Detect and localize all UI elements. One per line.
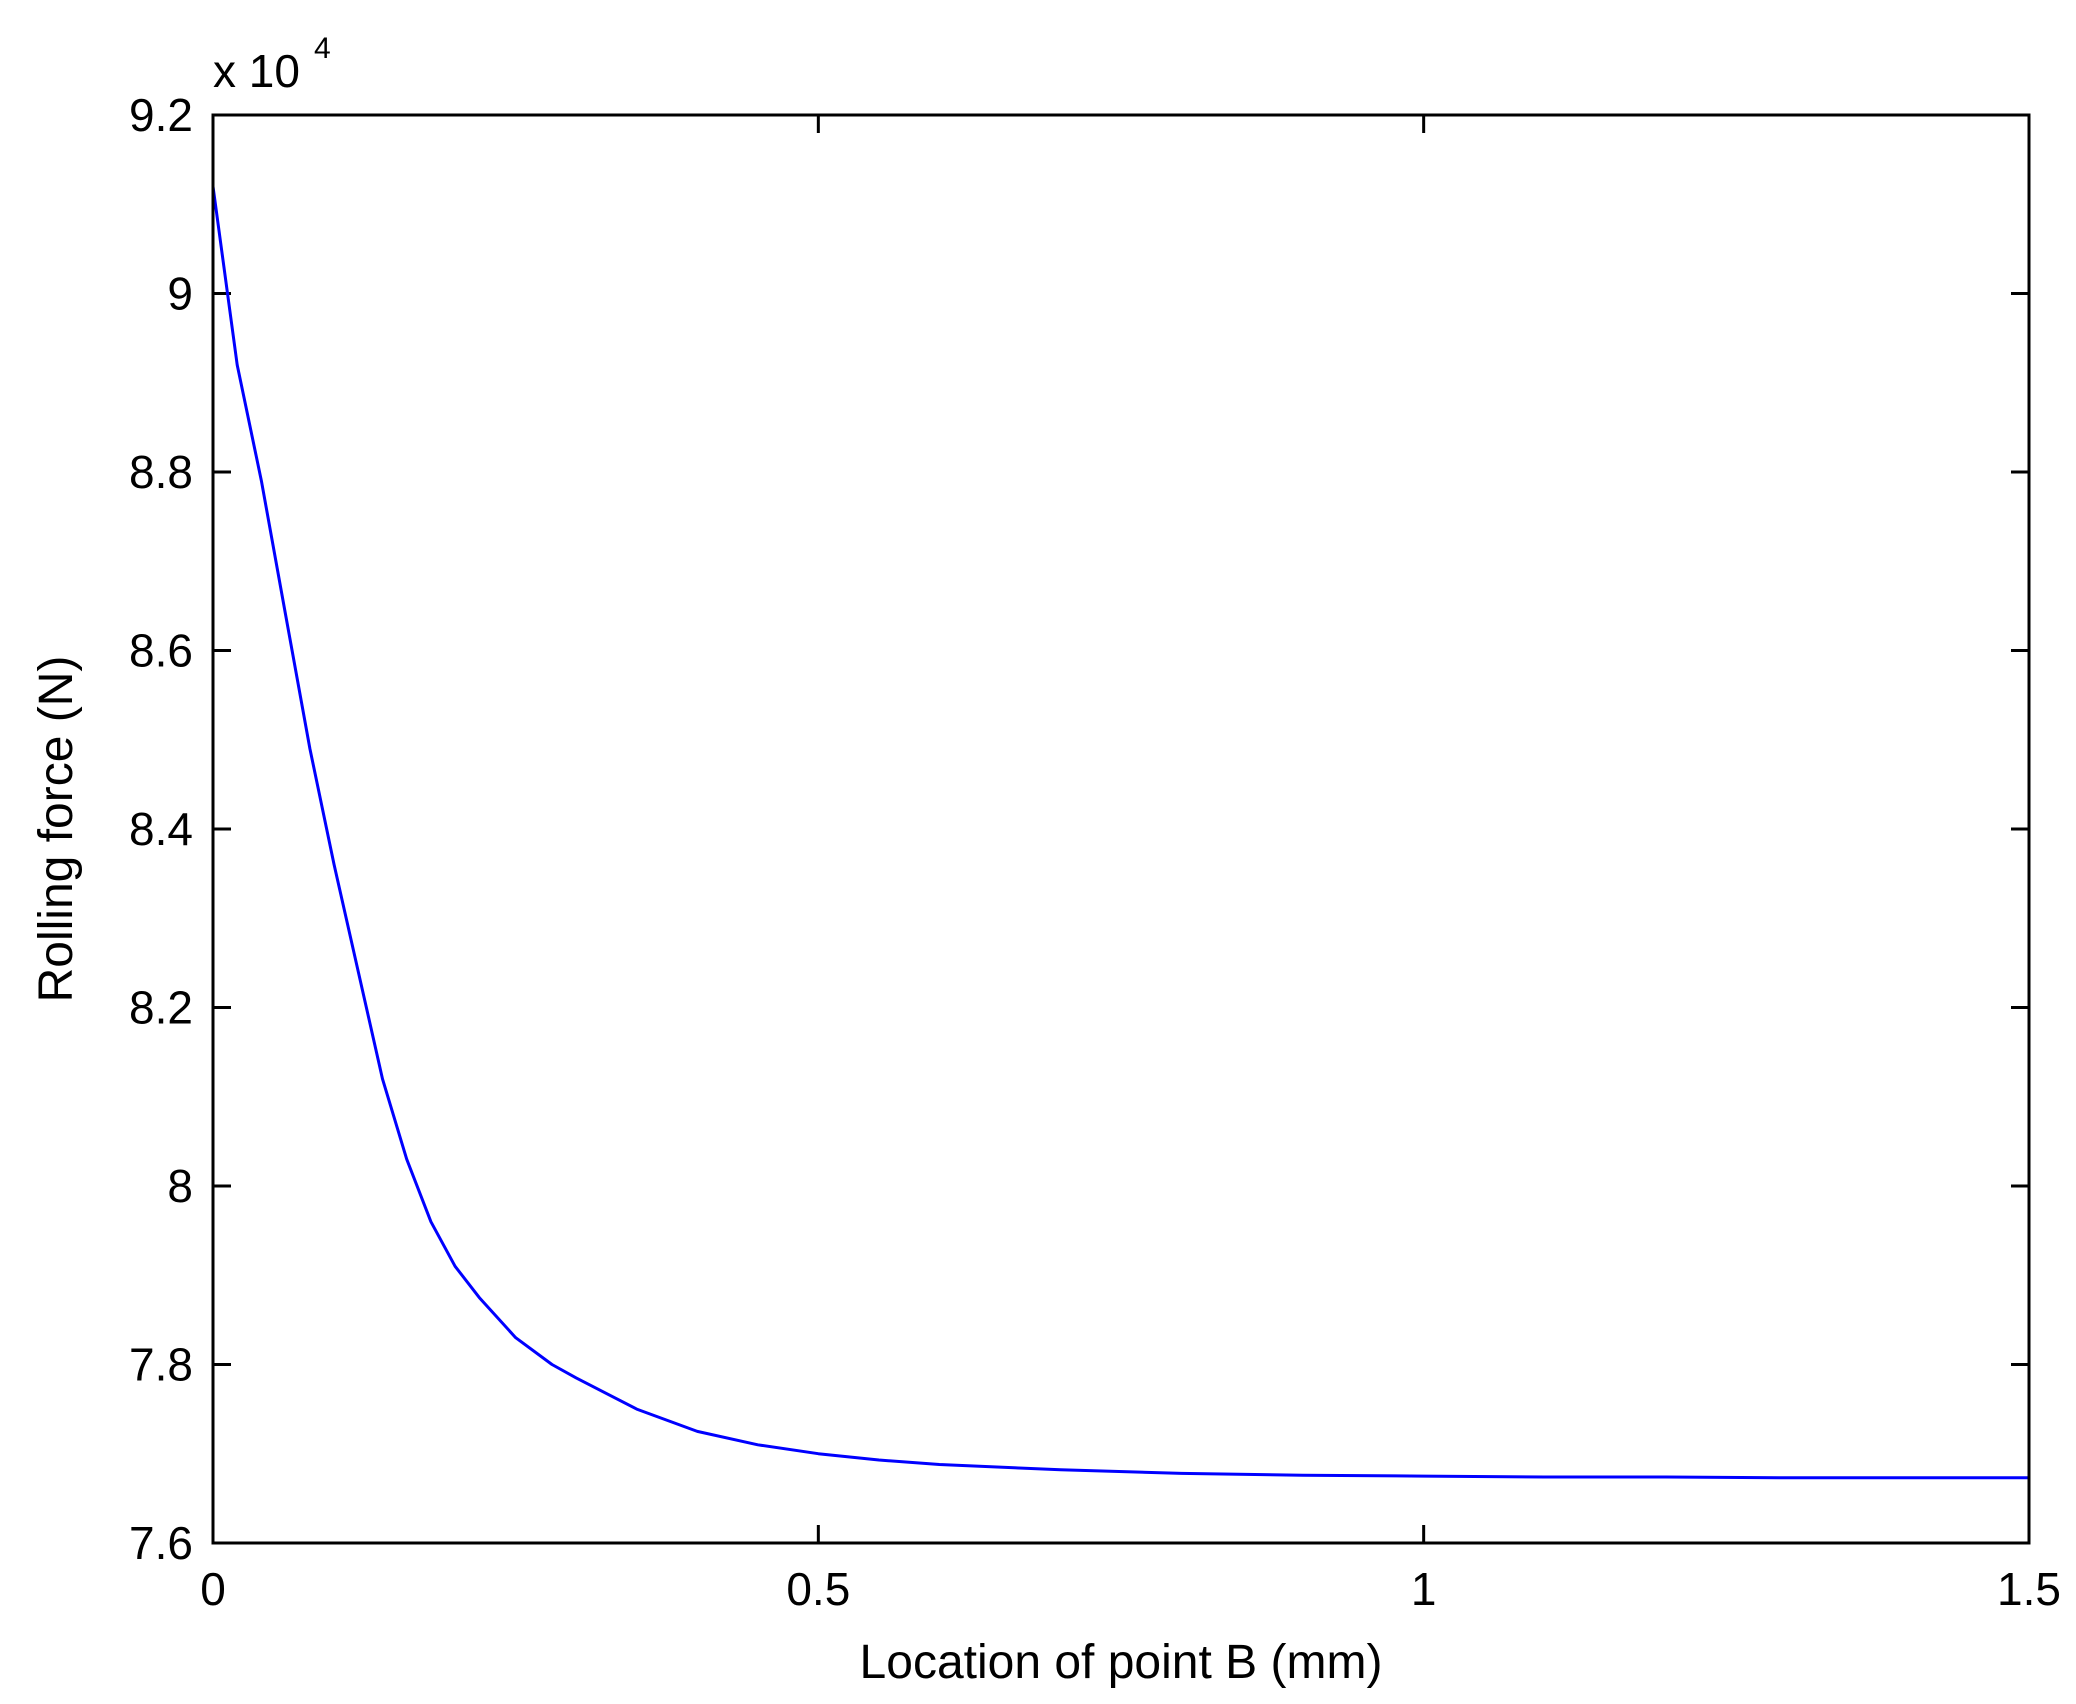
y-tick-labels: 7.6 7.8 8 8.2 8.4 8.6 8.8 9 9.2 xyxy=(129,89,193,1569)
x-axis-label: Location of point B (mm) xyxy=(860,1636,1383,1689)
y-tick-label: 7.8 xyxy=(129,1339,193,1391)
plot-frame xyxy=(211,113,2031,1545)
series-layer xyxy=(211,186,2029,1480)
series-line xyxy=(211,186,2029,1480)
y-tick-label: 9.2 xyxy=(129,89,193,141)
y-tick-label: 8.2 xyxy=(129,982,193,1034)
x-tick-label: 0.5 xyxy=(786,1563,850,1615)
y-exponent-base: x 10 xyxy=(213,45,300,97)
x-tick-label: 1 xyxy=(1411,1563,1437,1615)
y-axis-label: Rolling force (N) xyxy=(30,656,83,1003)
plot-background xyxy=(213,115,2029,1543)
y-tick-label: 8.4 xyxy=(129,803,193,855)
x-tick-label: 1.5 xyxy=(1997,1563,2061,1615)
y-tick-label: 8 xyxy=(167,1160,193,1212)
y-tick-label: 9 xyxy=(167,268,193,320)
y-tick-label: 7.6 xyxy=(129,1517,193,1569)
y-exponent-power: 4 xyxy=(314,32,331,65)
x-tick-labels: 0 0.5 1 1.5 xyxy=(200,1563,2061,1615)
y-tick-label: 8.6 xyxy=(129,625,193,677)
y-tick-label: 8.8 xyxy=(129,446,193,498)
x-tick-label: 0 xyxy=(200,1563,226,1615)
